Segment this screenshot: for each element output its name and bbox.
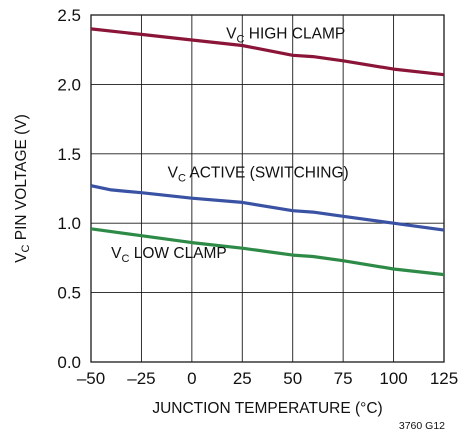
x-tick-label: 125: [430, 369, 458, 388]
x-axis-title: JUNCTION TEMPERATURE (°C): [152, 400, 382, 417]
x-tick-label: –25: [127, 369, 155, 388]
x-tick-label: 100: [379, 369, 407, 388]
x-tick-label: 25: [233, 369, 252, 388]
grid: [91, 15, 444, 362]
series-layer: [90, 27, 445, 277]
x-tick-label: –50: [77, 369, 105, 388]
y-tick-label: 1.5: [57, 145, 81, 164]
series-label-active-sub: C: [178, 172, 186, 184]
series-label-high-v: V: [226, 26, 237, 43]
series-label-active-switching: VC ACTIVE (SWITCHING): [168, 164, 349, 184]
x-tick-label: 0: [187, 369, 196, 388]
series-line-low: [90, 227, 445, 277]
tick-labels: –50 –25 0 25 50 75 100 125 0.0 0.5 1.0 1.5 2.0 2.5: [57, 6, 458, 388]
series-label-low-v: V: [111, 245, 122, 262]
series-line-high: [90, 27, 445, 77]
x-tick-label: 50: [283, 369, 302, 388]
y-tick-label: 0.5: [57, 284, 81, 303]
series-line-active: [90, 184, 445, 232]
y-tick-label: 2.5: [57, 6, 81, 25]
series-label-active-v: V: [168, 164, 179, 181]
series-label-high-sub: C: [236, 34, 244, 46]
y-tick-label: 0.0: [57, 353, 81, 372]
y-axis-title-rest: PIN VOLTAGE (V): [13, 114, 30, 244]
y-tick-label: 1.0: [57, 214, 81, 233]
series-label-low-clamp: VC LOW CLAMP: [111, 245, 227, 265]
series-label-high-clamp: VC HIGH CLAMP: [226, 26, 345, 46]
y-tick-label: 2.0: [57, 75, 81, 94]
y-axis-title-v: V: [13, 252, 30, 263]
plot-frame: [90, 14, 445, 363]
series-label-active-rest: ACTIVE (SWITCHING): [186, 164, 349, 181]
y-axis-title-sub: C: [20, 244, 32, 252]
series-label-low-sub: C: [122, 253, 130, 265]
x-tick-label: 75: [334, 369, 353, 388]
series-label-low-rest: LOW CLAMP: [129, 245, 226, 262]
figure-id: 3760 G12: [399, 420, 445, 432]
y-axis-title: VC PIN VOLTAGE (V): [13, 114, 32, 263]
series-label-high-rest: HIGH CLAMP: [244, 26, 345, 43]
